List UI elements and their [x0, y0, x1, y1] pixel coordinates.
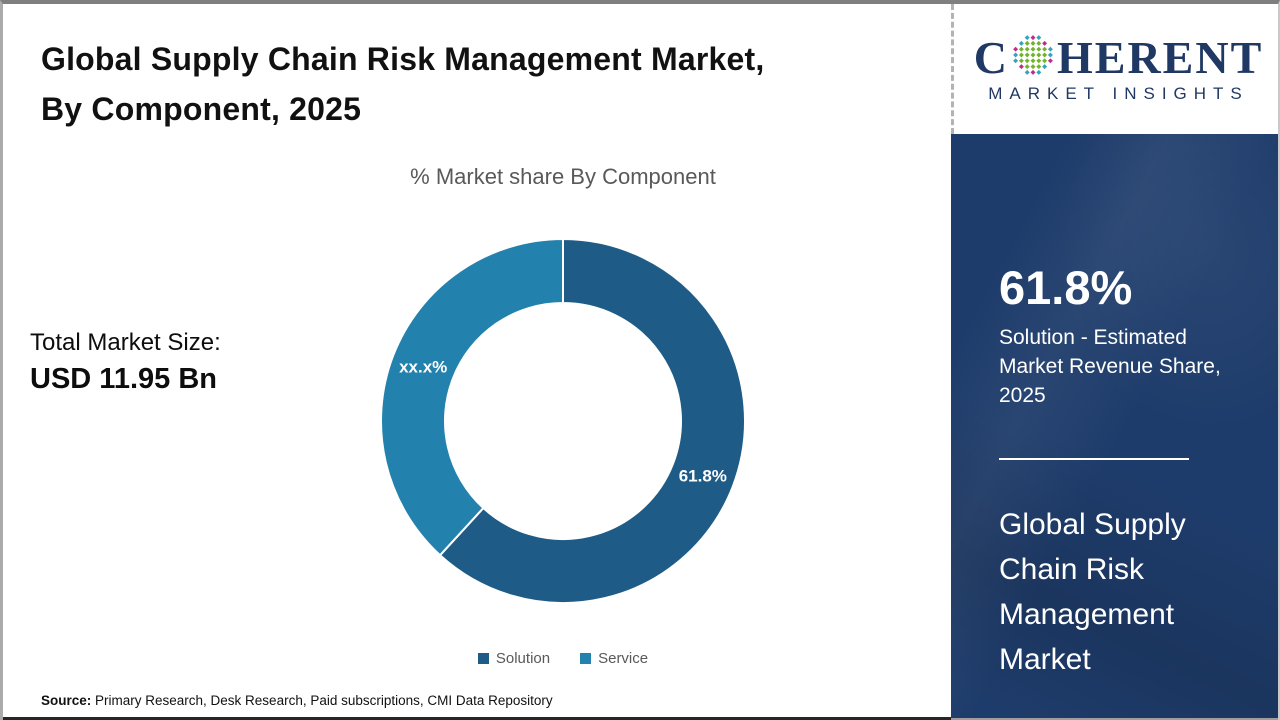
- brand-logo-text-right: HERENT: [1056, 32, 1264, 83]
- globe-dot: [1030, 40, 1036, 46]
- globe-dot: [1036, 58, 1042, 64]
- total-market-size-label: Total Market Size:: [30, 329, 221, 356]
- chart-legend: Solution Service: [380, 650, 746, 667]
- brand-logo-subtitle: MARKET INSIGHTS: [988, 84, 1249, 103]
- brand-logo-text-left: C: [973, 32, 1009, 83]
- sidebar-panel-content: 61.8% Solution - Estimated Market Revenu…: [951, 134, 1278, 682]
- bottom-bar: [3, 717, 1278, 720]
- slice-label-service: xx.x%: [399, 358, 447, 377]
- globe-dot: [1030, 52, 1036, 58]
- globe-dot: [1024, 40, 1030, 46]
- chart-subtitle: % Market share By Component: [410, 164, 716, 189]
- globe-dot: [1042, 46, 1048, 52]
- sidebar-market-name: Global Supply Chain Risk Management Mark…: [999, 508, 1186, 676]
- globe-dot: [1024, 35, 1030, 41]
- source-text: Primary Research, Desk Research, Paid su…: [91, 693, 553, 708]
- globe-dot: [1047, 58, 1053, 64]
- globe-dot: [1036, 40, 1042, 46]
- panel-divider: [999, 458, 1189, 460]
- donut-slice-service: [380, 237, 564, 557]
- globe-dot: [1013, 46, 1019, 52]
- highlight-caption: Solution - Estimated Market Revenue Shar…: [999, 326, 1221, 407]
- globe-dot: [1042, 58, 1048, 64]
- globe-dot: [1018, 58, 1024, 64]
- legend-swatch-solution: [477, 653, 489, 664]
- slice-label-solution: 61.8%: [679, 466, 727, 485]
- sidebar: C HERENT MARKET INSIGHTS 61.8% Solution …: [951, 4, 1278, 720]
- globe-dot: [1036, 69, 1042, 75]
- globe-dot: [1013, 58, 1019, 64]
- globe-dot: [1018, 52, 1024, 58]
- globe-dot: [1024, 64, 1030, 70]
- globe-dot: [1030, 35, 1036, 41]
- source-note: Source: Primary Research, Desk Research,…: [41, 693, 553, 708]
- total-market-size: Total Market Size: USD 11.95 Bn: [30, 329, 221, 396]
- globe-dot: [1030, 58, 1036, 64]
- donut-chart-container: 61.8% xx.x%: [380, 237, 746, 604]
- globe-dot: [1024, 69, 1030, 75]
- globe-dot: [1042, 52, 1048, 58]
- globe-dot: [1036, 64, 1042, 70]
- globe-dot: [1024, 46, 1030, 52]
- highlight-value: 61.8%: [999, 261, 1133, 314]
- globe-dot: [1018, 46, 1024, 52]
- globe-dot: [1030, 64, 1036, 70]
- sidebar-panel: 61.8% Solution - Estimated Market Revenu…: [951, 134, 1278, 720]
- page-title-line2: By Component, 2025: [41, 91, 362, 127]
- donut-slice-solution: [438, 237, 746, 604]
- globe-dot: [1036, 35, 1042, 41]
- page-title-line1: Global Supply Chain Risk Management Mark…: [41, 41, 765, 77]
- page-title: Global Supply Chain Risk Management Mark…: [41, 34, 921, 134]
- globe-dot: [1047, 52, 1053, 58]
- globe-icon: [1013, 35, 1053, 75]
- globe-dot: [1036, 52, 1042, 58]
- globe-dot: [1013, 52, 1019, 58]
- globe-dot: [1042, 64, 1048, 70]
- globe-dot: [1030, 69, 1036, 75]
- donut-chart: 61.8% xx.x%: [380, 237, 746, 604]
- brand-logo-row: C HERENT: [974, 34, 1264, 82]
- globe-dot: [1042, 40, 1048, 46]
- globe-dot: [1018, 64, 1024, 70]
- legend-label-service: Service: [598, 650, 649, 667]
- globe-dot: [1024, 58, 1030, 64]
- legend-label-solution: Solution: [495, 650, 551, 667]
- total-market-size-value: USD 11.95 Bn: [30, 363, 217, 395]
- legend-item-service: Service: [580, 650, 648, 667]
- globe-dot: [1024, 52, 1030, 58]
- globe-dot: [1047, 46, 1053, 52]
- brand-logo: C HERENT MARKET INSIGHTS: [951, 4, 1278, 134]
- legend-swatch-service: [580, 653, 592, 664]
- globe-dot: [1018, 40, 1024, 46]
- globe-dot: [1036, 46, 1042, 52]
- source-prefix: Source:: [41, 693, 92, 708]
- globe-dot: [1030, 46, 1036, 52]
- legend-item-solution: Solution: [477, 650, 551, 667]
